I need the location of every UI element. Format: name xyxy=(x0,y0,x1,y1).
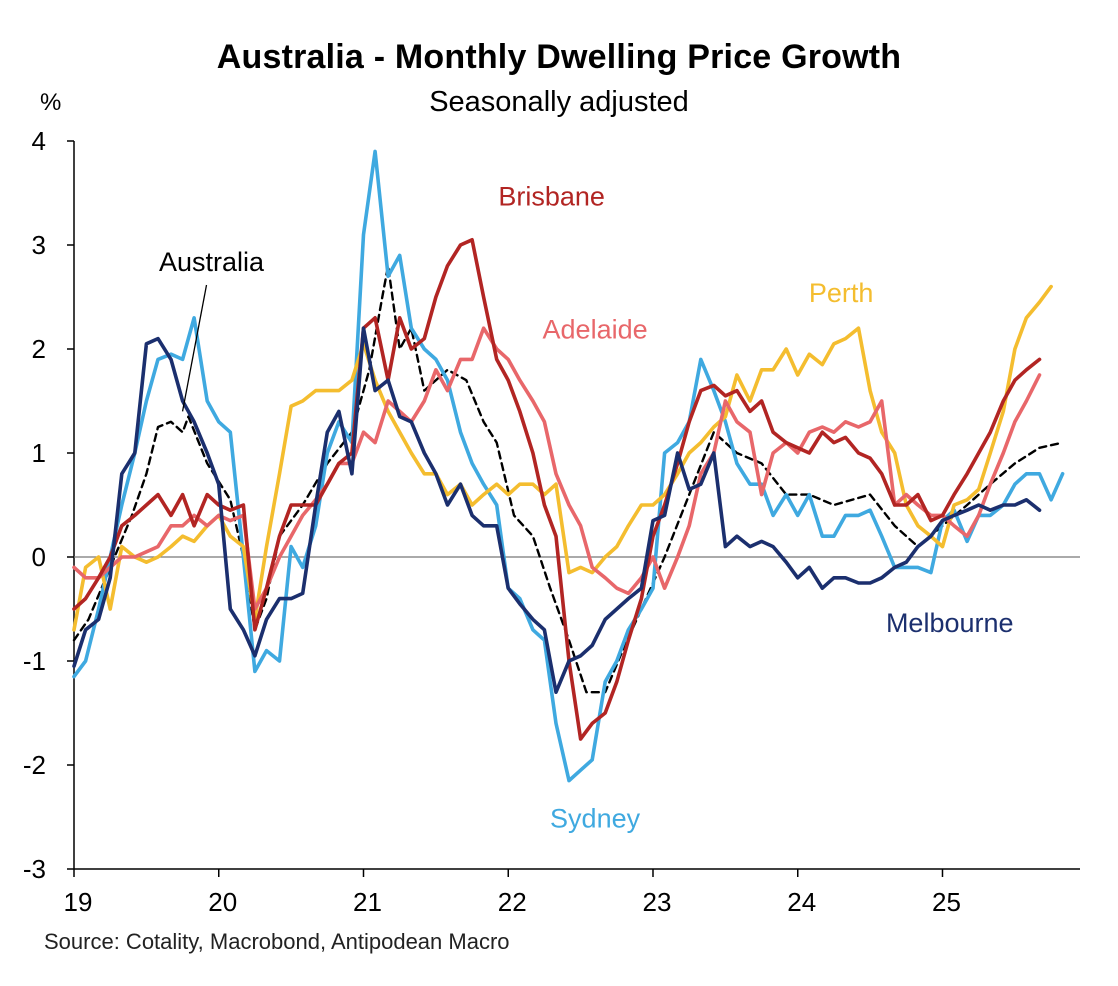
y-tick-label: 3 xyxy=(32,230,46,260)
series-label-australia: Australia xyxy=(159,247,265,277)
series-label-melbourne: Melbourne xyxy=(886,608,1014,638)
series-line-sydney xyxy=(72,149,1065,783)
series-label-sydney: Sydney xyxy=(550,803,641,833)
source-note: Source: Cotality, Macrobond, Antipodean … xyxy=(44,929,510,954)
x-tick-label: 20 xyxy=(208,887,237,917)
y-tick-label: 4 xyxy=(32,126,46,156)
x-tick-label: 19 xyxy=(64,887,93,917)
y-tick-label: 0 xyxy=(32,542,46,572)
series-line-melbourne xyxy=(72,326,1042,694)
x-tick-label: 25 xyxy=(932,887,961,917)
series-line-brisbane xyxy=(72,238,1042,741)
y-tick-label: -2 xyxy=(23,750,46,780)
chart-subtitle: Seasonally adjusted xyxy=(429,86,689,118)
y-tick-label: 1 xyxy=(32,438,46,468)
series-label-brisbane: Brisbane xyxy=(498,181,605,211)
y-tick-label: -3 xyxy=(23,854,46,884)
series-label-adelaide: Adelaide xyxy=(543,315,648,345)
series-line-adelaide xyxy=(72,326,1042,611)
series-lines xyxy=(72,149,1065,783)
australia-label-pointer xyxy=(181,284,208,412)
y-tick-label: -1 xyxy=(23,646,46,676)
y-axis-unit: % xyxy=(40,89,61,116)
chart-title: Australia - Monthly Dwelling Price Growt… xyxy=(216,38,902,76)
x-tick-label: 24 xyxy=(787,887,816,917)
x-tick-label: 22 xyxy=(498,887,527,917)
x-tick-label: 23 xyxy=(643,887,672,917)
series-label-perth: Perth xyxy=(809,278,874,308)
y-tick-label: 2 xyxy=(32,334,46,364)
series-line-australia xyxy=(72,264,1064,694)
series-labels: Australia Sydney Perth Adelaide Brisbane Melb… xyxy=(159,181,1014,833)
x-tick-label: 21 xyxy=(353,887,382,917)
